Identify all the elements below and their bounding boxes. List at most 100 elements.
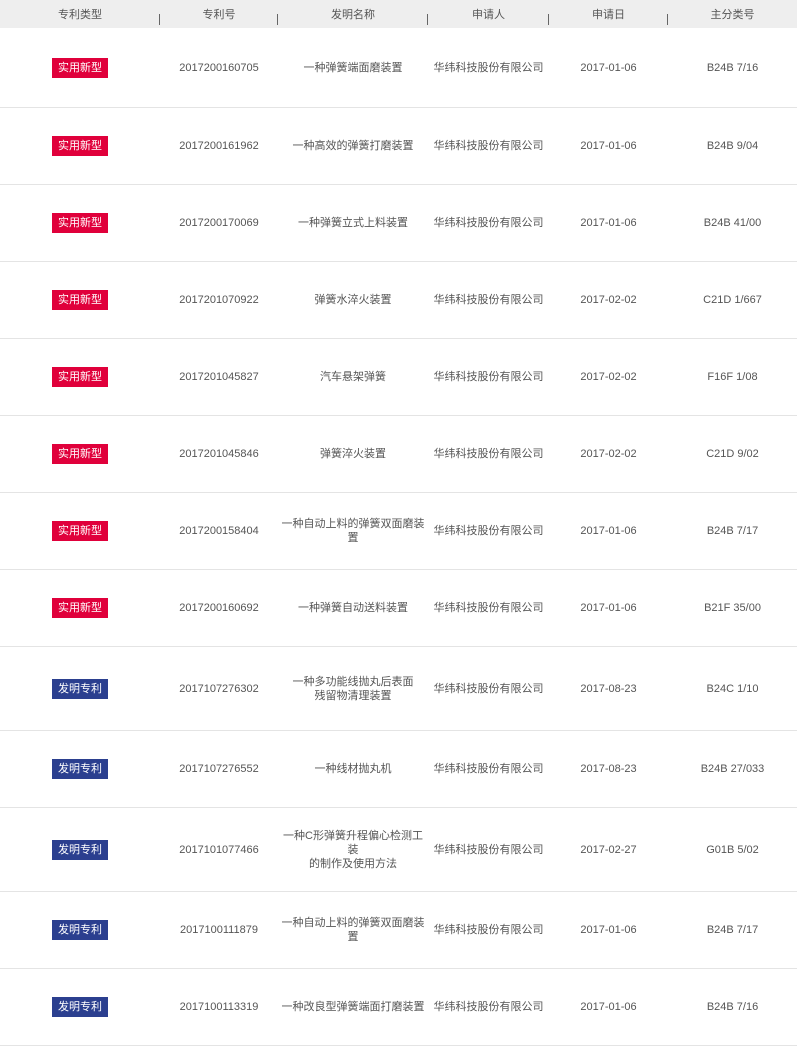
table-row[interactable]: 实用新型 2017200160705 一种弹簧端面磨装置 华纬科技股份有限公司 2017… bbox=[0, 28, 797, 108]
invention-name-cell: 一种弹簧端面磨装置 bbox=[278, 61, 428, 75]
main-class: G01B 5/02 bbox=[706, 843, 759, 856]
table-row[interactable]: 实用新型 2017200161962 一种高效的弹簧打磨装置 华纬科技股份有限公司 20… bbox=[0, 108, 797, 185]
application-date: 2017-01-06 bbox=[580, 217, 637, 229]
column-divider bbox=[548, 14, 549, 25]
applicant: 华纬科技股份有限公司 bbox=[433, 61, 544, 74]
main-class-cell: B24B 41/00 bbox=[668, 216, 797, 230]
application-date: 2017-02-27 bbox=[580, 843, 637, 856]
main-class: B24B 9/04 bbox=[706, 140, 759, 152]
applicant: 华纬科技股份有限公司 bbox=[433, 682, 544, 695]
patent-type-badge: 实用新型 bbox=[52, 290, 108, 310]
patent-number: 2017200160692 bbox=[179, 602, 259, 614]
application-date-cell: 2017-02-02 bbox=[549, 447, 668, 461]
invention-name-cell: 一种弹簧自动送料装置 bbox=[278, 601, 428, 615]
patent-number-cell: 2017100113319 bbox=[160, 1000, 278, 1014]
invention-name[interactable]: 一种自动上料的弹簧双面磨装置 bbox=[281, 917, 425, 943]
main-class: B21F 35/00 bbox=[704, 602, 761, 614]
main-class-cell: B24B 9/04 bbox=[668, 139, 797, 153]
invention-name[interactable]: 一种多功能线抛丸后表面 残留物清理装置 bbox=[292, 675, 414, 702]
header-type[interactable]: 专利类型 bbox=[0, 6, 160, 25]
applicant: 华纬科技股份有限公司 bbox=[433, 217, 544, 229]
main-class-cell: B21F 35/00 bbox=[668, 601, 797, 615]
applicant: 华纬科技股份有限公司 bbox=[433, 525, 544, 537]
application-date-cell: 2017-01-06 bbox=[549, 1000, 668, 1014]
invention-name[interactable]: 一种改良型弹簧端面打磨装置 bbox=[281, 1001, 425, 1013]
table-row[interactable]: 实用新型 2017200170069 一种弹簧立式上料装置 华纬科技股份有限公司 201… bbox=[0, 185, 797, 262]
patent-type-badge: 实用新型 bbox=[52, 213, 108, 233]
patent-number: 2017100113319 bbox=[179, 1001, 259, 1013]
main-class-cell: B24C 1/10 bbox=[668, 682, 797, 696]
table-row[interactable]: 发明专利 2017100113319 一种改良型弹簧端面打磨装置 华纬科技股份有限公司… bbox=[0, 969, 797, 1046]
main-class: B24B 7/16 bbox=[706, 61, 759, 74]
applicant: 华纬科技股份有限公司 bbox=[433, 924, 544, 936]
table-row[interactable]: 实用新型 2017201070922 弹簧水淬火装置 华纬科技股份有限公司 2017-0… bbox=[0, 262, 797, 339]
patent-number: 2017200161962 bbox=[179, 140, 259, 152]
invention-name-cell: 一种改良型弹簧端面打磨装置 bbox=[278, 1000, 428, 1014]
table-row[interactable]: 实用新型 2017200160692 一种弹簧自动送料装置 华纬科技股份有限公司 201… bbox=[0, 570, 797, 647]
application-date: 2017-02-02 bbox=[580, 294, 637, 306]
main-class: C21D 9/02 bbox=[706, 448, 759, 460]
header-applicant[interactable]: 申请人 bbox=[428, 6, 549, 25]
invention-name[interactable]: 一种线材抛丸机 bbox=[314, 763, 392, 775]
applicant: 华纬科技股份有限公司 bbox=[433, 294, 544, 306]
applicant-cell: 华纬科技股份有限公司 bbox=[428, 293, 549, 307]
patent-type-badge-cell: 实用新型 bbox=[0, 598, 160, 618]
invention-name[interactable]: 一种自动上料的弹簧双面磨装置 bbox=[281, 518, 425, 544]
header-class[interactable]: 主分类号 bbox=[710, 9, 755, 21]
applicant-cell: 华纬科技股份有限公司 bbox=[428, 682, 549, 696]
patent-type-badge: 实用新型 bbox=[52, 521, 108, 541]
invention-name[interactable]: 弹簧淬火装置 bbox=[320, 448, 386, 460]
invention-name[interactable]: 一种弹簧立式上料装置 bbox=[298, 217, 408, 229]
table-row[interactable]: 发明专利 2017107276302 一种多功能线抛丸后表面 残留物清理装置 华纬科技… bbox=[0, 647, 797, 731]
invention-name[interactable]: 一种弹簧端面磨装置 bbox=[303, 61, 403, 74]
applicant: 华纬科技股份有限公司 bbox=[433, 602, 544, 614]
patent-number-cell: 2017201045846 bbox=[160, 447, 278, 461]
main-class-cell: C21D 1/667 bbox=[668, 293, 797, 307]
main-class-cell: B24B 7/16 bbox=[668, 61, 797, 75]
table-row[interactable]: 实用新型 2017201045827 汽车悬架弹簧 华纬科技股份有限公司 2017-02… bbox=[0, 339, 797, 416]
application-date-cell: 2017-01-06 bbox=[549, 139, 668, 153]
patent-type-badge: 发明专利 bbox=[52, 920, 108, 940]
patent-type-badge: 实用新型 bbox=[52, 444, 108, 464]
patent-number: 2017107276302 bbox=[179, 682, 259, 695]
table-row[interactable]: 发明专利 2017107276552 一种线材抛丸机 华纬科技股份有限公司 2017-0… bbox=[0, 731, 797, 808]
table-body: 实用新型 2017200160705 一种弹簧端面磨装置 华纬科技股份有限公司 2017… bbox=[0, 28, 797, 1046]
patent-number-cell: 2017200158404 bbox=[160, 524, 278, 538]
main-class-cell: G01B 5/02 bbox=[668, 843, 797, 857]
patent-number: 2017107276552 bbox=[179, 763, 259, 775]
patent-number-cell: 2017101077466 bbox=[160, 843, 278, 857]
patent-number: 2017100111879 bbox=[180, 924, 258, 936]
table-row[interactable]: 实用新型 2017201045846 弹簧淬火装置 华纬科技股份有限公司 2017-02… bbox=[0, 416, 797, 493]
invention-name-cell: 弹簧水淬火装置 bbox=[278, 293, 428, 307]
table-row[interactable]: 实用新型 2017200158404 一种自动上料的弹簧双面磨装置 华纬科技股份有限公… bbox=[0, 493, 797, 570]
patent-type-badge-cell: 发明专利 bbox=[0, 997, 160, 1017]
main-class: B24B 7/17 bbox=[706, 924, 759, 936]
invention-name-cell: 一种自动上料的弹簧双面磨装置 bbox=[278, 517, 428, 545]
patent-number-cell: 2017107276302 bbox=[160, 682, 278, 696]
column-divider bbox=[427, 14, 428, 25]
application-date-cell: 2017-01-06 bbox=[549, 601, 668, 615]
invention-name[interactable]: 一种C形弹簧升程偏心检测工装 的制作及使用方法 bbox=[283, 829, 423, 870]
patent-type-badge: 发明专利 bbox=[52, 759, 108, 779]
main-class-cell: B24B 7/17 bbox=[668, 923, 797, 937]
patent-number: 2017200170069 bbox=[179, 217, 259, 229]
invention-name[interactable]: 一种高效的弹簧打磨装置 bbox=[292, 140, 414, 152]
invention-name[interactable]: 弹簧水淬火装置 bbox=[314, 294, 392, 306]
header-name[interactable]: 发明名称 bbox=[278, 6, 428, 25]
patent-number-cell: 2017200160692 bbox=[160, 601, 278, 615]
patent-number-cell: 2017100111879 bbox=[160, 923, 278, 937]
main-class: C21D 1/667 bbox=[703, 294, 762, 306]
header-date[interactable]: 申请日 bbox=[549, 6, 668, 25]
patent-number-cell: 2017201070922 bbox=[160, 293, 278, 307]
invention-name-cell: 一种多功能线抛丸后表面 残留物清理装置 bbox=[278, 675, 428, 703]
patent-number: 2017201045846 bbox=[179, 448, 259, 460]
table-row[interactable]: 发明专利 2017100111879 一种自动上料的弹簧双面磨装置 华纬科技股份有限公… bbox=[0, 892, 797, 969]
invention-name[interactable]: 汽车悬架弹簧 bbox=[320, 371, 386, 383]
table-row[interactable]: 发明专利 2017101077466 一种C形弹簧升程偏心检测工装 的制作及使用方法… bbox=[0, 808, 797, 892]
patent-number: 2017201070922 bbox=[179, 294, 259, 306]
column-divider bbox=[667, 14, 668, 25]
application-date-cell: 2017-02-02 bbox=[549, 293, 668, 307]
invention-name[interactable]: 一种弹簧自动送料装置 bbox=[298, 602, 408, 614]
header-number[interactable]: 专利号 bbox=[160, 6, 278, 25]
applicant-cell: 华纬科技股份有限公司 bbox=[428, 447, 549, 461]
